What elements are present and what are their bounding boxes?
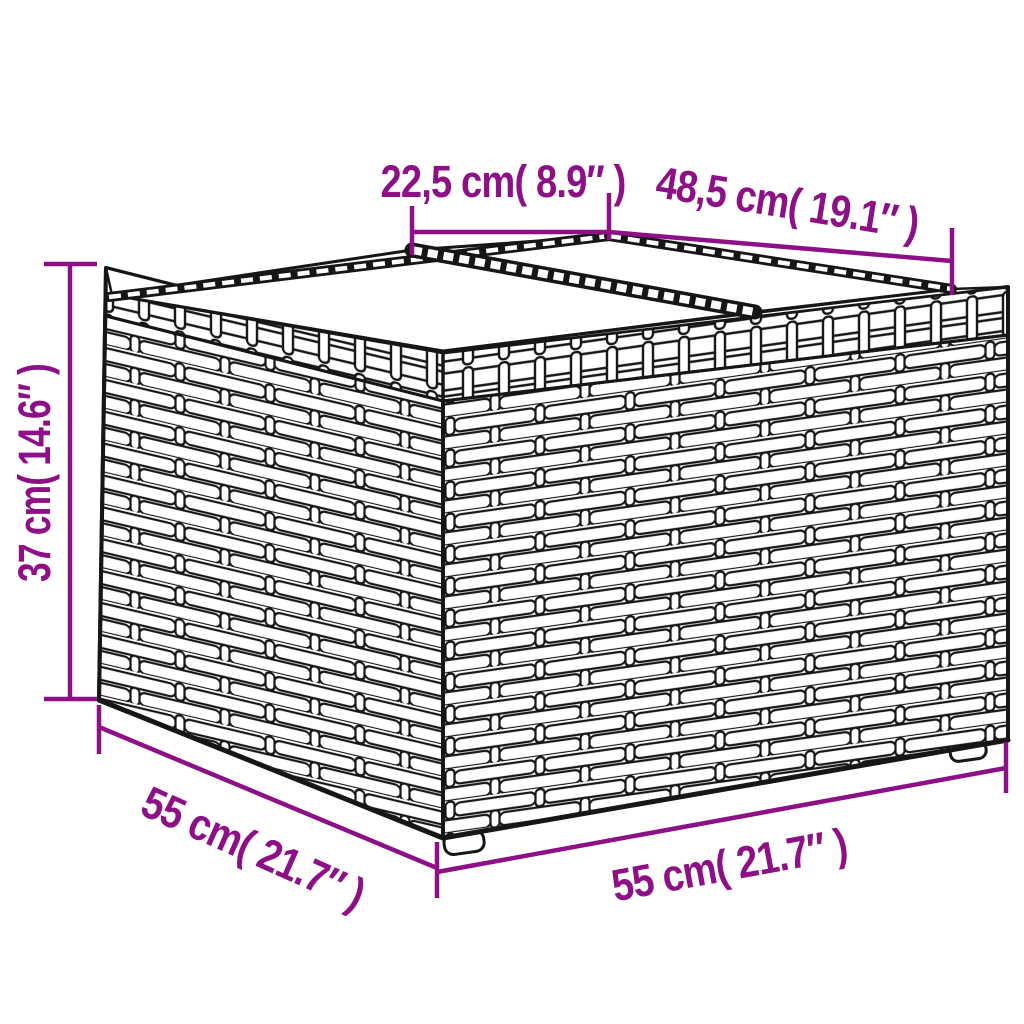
rim-separator-left <box>105 314 444 403</box>
table-top <box>104 231 1010 355</box>
dimension-lines <box>44 193 1009 898</box>
table-illustration <box>96 231 1011 857</box>
dim-line-table-height <box>44 261 97 702</box>
label-glass-panel-length: 48,5 cm( 19.1″ ) <box>653 156 923 249</box>
top-braid-edges <box>104 231 957 302</box>
bottom-edge-left <box>96 697 446 841</box>
glass-divider-strip <box>404 242 763 320</box>
dim-line-glass-panel-length <box>608 228 955 295</box>
label-glass-panel-width: 22,5 cm( 8.9″ ) <box>381 156 626 207</box>
left-back-edge <box>97 267 108 701</box>
label-table-height: 37 cm( 14.6″ ) <box>9 364 60 582</box>
table-body <box>96 266 1011 841</box>
bottom-edge-right <box>440 737 1011 841</box>
rim-separator-right <box>442 333 1009 403</box>
dim-line-table-width <box>436 742 1009 875</box>
